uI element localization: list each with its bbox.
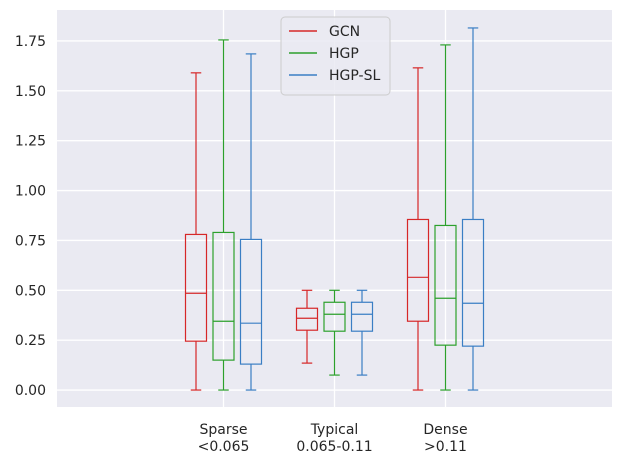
- box-iqr: [184, 233, 208, 342]
- y-tick-label-2: 0.50: [15, 283, 46, 299]
- box-GCN-2: [406, 67, 430, 391]
- box-iqr: [323, 301, 346, 332]
- box-iqr: [461, 218, 485, 347]
- box-iqr: [239, 238, 263, 365]
- box-series: [184, 27, 485, 391]
- y-tick-label-7: 1.75: [15, 34, 46, 50]
- box-iqr: [434, 224, 457, 346]
- box-HGP-0: [212, 39, 235, 391]
- legend-label-HGP-SL: HGP-SL: [329, 68, 380, 84]
- box-iqr: [406, 218, 430, 322]
- y-axis-ticks: 0.00 0.25 0.50 0.75 1.00 1.25 1.50 1.75: [15, 34, 46, 399]
- box-iqr: [295, 307, 319, 331]
- legend-label-HGP: HGP: [329, 46, 359, 62]
- y-tick-label-5: 1.25: [15, 134, 46, 150]
- box-HGP-1: [323, 289, 346, 376]
- box-HGP-SL-1: [350, 289, 374, 376]
- y-tick-label-4: 1.00: [15, 184, 46, 200]
- x-tick-label-1-line1: Typical: [310, 422, 359, 438]
- x-tick-label-2-line1: Dense: [423, 422, 467, 438]
- y-tick-label-1: 0.25: [15, 333, 46, 349]
- x-tick-label-0-line1: Sparse: [199, 422, 247, 438]
- y-tick-label-3: 0.75: [15, 233, 46, 249]
- box-iqr: [212, 231, 235, 361]
- box-HGP-SL-2: [461, 27, 485, 391]
- legend: GCN HGP HGP-SL: [280, 16, 391, 96]
- box-HGP-2: [434, 44, 457, 391]
- box-HGP-SL-0: [239, 53, 263, 391]
- x-tick-label-2-line2: >0.11: [424, 439, 467, 455]
- legend-label-GCN: GCN: [329, 24, 360, 40]
- box-GCN-0: [184, 72, 208, 391]
- x-tick-label-1-line2: 0.065-0.11: [296, 439, 372, 455]
- y-tick-label-6: 1.50: [15, 84, 46, 100]
- box-iqr: [350, 301, 374, 332]
- x-tick-label-0-line2: <0.065: [198, 439, 250, 455]
- box-GCN-1: [295, 289, 319, 364]
- y-tick-label-0: 0.00: [15, 383, 46, 399]
